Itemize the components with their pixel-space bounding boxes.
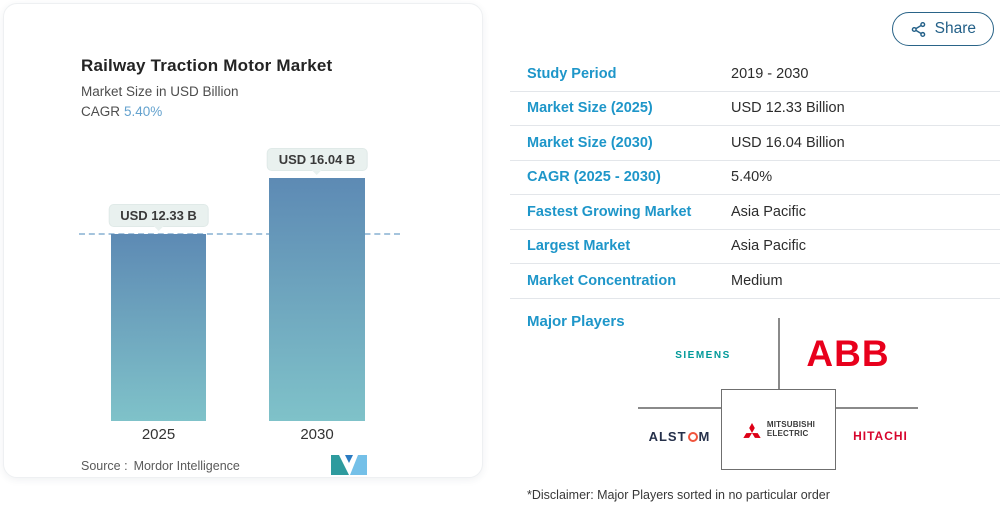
electric-word: ELECTRIC: [766, 428, 809, 438]
cagr-label: CAGR: [81, 104, 121, 119]
major-players-label: Major Players: [527, 313, 625, 330]
row-value-study-period: 2019 - 2030: [731, 65, 809, 82]
row-label-largest-market: Largest Market: [527, 238, 631, 255]
bar-value-label-2025: USD 12.33 B: [108, 204, 209, 231]
row-label-market-size-2025: Market Size (2025): [527, 100, 653, 117]
share-button-label: Share: [934, 20, 976, 37]
row-value-market-concentration: Medium: [731, 272, 783, 289]
bar-chart: USD 12.33 B USD 16.04 B: [4, 4, 482, 421]
row-label-cagr: CAGR (2025 - 2030): [527, 169, 661, 186]
x-axis-label-2025: 2025: [141, 426, 176, 443]
row-label-market-concentration: Market Concentration: [527, 272, 677, 289]
alstom-text-pre: ALST: [648, 429, 687, 444]
share-icon: [910, 21, 927, 38]
mitsubishi-electric-wordmark: MITSUBISHI ELECTRIC: [766, 419, 816, 439]
cagr-value: 5.40%: [124, 104, 163, 119]
chart-subtitle: Market Size in USD Billion: [81, 84, 239, 99]
abb-logo: ABB: [806, 333, 890, 374]
row-value-market-size-2030: USD 16.04 Billion: [731, 134, 845, 151]
row-value-fastest-growing-market: Asia Pacific: [731, 203, 806, 220]
row-value-largest-market: Asia Pacific: [731, 238, 806, 255]
source-name: Mordor Intelligence: [133, 459, 240, 473]
diagram-vertical-line: [778, 318, 780, 389]
x-axis-label-2030: 2030: [300, 426, 334, 443]
siemens-logo: SIEMENS: [675, 350, 731, 361]
bar-2030: USD 16.04 B: [266, 148, 368, 421]
row-value-cagr: 5.40%: [731, 169, 773, 186]
reference-dashed-line: [79, 233, 400, 235]
mordor-intelligence-logo-icon: [331, 455, 367, 480]
row-label-market-size-2030: Market Size (2030): [527, 134, 653, 151]
chart-title: Railway Traction Motor Market: [81, 56, 333, 75]
table-row: Study Period 2019 - 2030: [510, 57, 1000, 92]
source-attribution: Source : Mordor Intelligence: [81, 459, 240, 473]
bar-2025: USD 12.33 B: [108, 204, 209, 421]
alstom-logo: ALST M: [632, 429, 727, 444]
row-value-market-size-2025: USD 12.33 Billion: [731, 100, 845, 117]
table-row: CAGR (2025 - 2030) 5.40%: [510, 161, 1000, 195]
diagram-horizontal-line-left: [638, 407, 721, 409]
row-label-fastest-growing-market: Fastest Growing Market: [527, 203, 692, 220]
alstom-o-ring-icon: [687, 432, 698, 442]
chart-card: Railway Traction Motor Market Market Siz…: [3, 3, 483, 478]
chart-cagr: CAGR 5.40%: [81, 104, 162, 119]
mitsubishi-three-diamond-icon: [742, 421, 762, 439]
alstom-text-post: M: [698, 429, 711, 444]
mitsubishi-electric-logo: MITSUBISHI ELECTRIC: [721, 389, 836, 470]
bar-value-label-2030: USD 16.04 B: [266, 148, 368, 175]
mitsubishi-word: MITSUBISHI: [766, 419, 816, 429]
diagram-horizontal-line-right: [836, 407, 918, 409]
table-row: Market Size (2030) USD 16.04 Billion: [510, 126, 1000, 161]
share-button[interactable]: Share: [891, 12, 994, 46]
table-row: Fastest Growing Market Asia Pacific: [510, 195, 1000, 230]
disclaimer-text: *Disclaimer: Major Players sorted in no …: [527, 488, 830, 502]
stats-table: Study Period 2019 - 2030 Market Size (20…: [510, 57, 1000, 299]
table-row: Market Concentration Medium: [510, 264, 1000, 299]
row-label-study-period: Study Period: [527, 65, 617, 82]
table-row: Market Size (2025) USD 12.33 Billion: [510, 92, 1000, 126]
table-row: Largest Market Asia Pacific: [510, 230, 1000, 264]
source-label: Source :: [81, 459, 128, 473]
hitachi-logo: HITACHI: [853, 429, 908, 443]
